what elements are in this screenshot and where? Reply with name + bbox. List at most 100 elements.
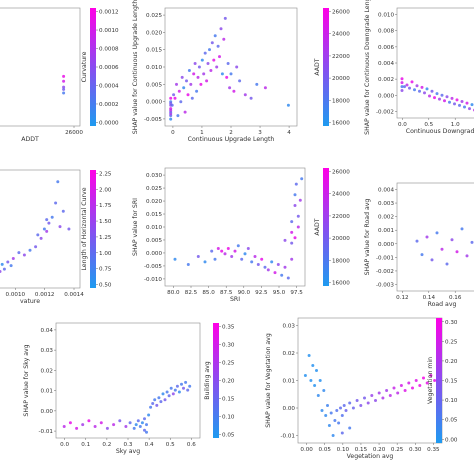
data-point [190, 96, 194, 100]
y-tick-label: 0.008 [378, 29, 394, 35]
x-tick-label: 0.10 [337, 447, 350, 453]
data-point [420, 85, 424, 89]
data-point [385, 389, 389, 392]
data-point [415, 84, 419, 88]
data-point [266, 268, 270, 272]
data-point [223, 16, 227, 20]
data-point [296, 214, 300, 218]
x-tick-label: 0.30 [409, 447, 422, 453]
data-point [294, 182, 298, 186]
data-point [468, 107, 471, 111]
y-tick-label: 0.020 [146, 30, 162, 36]
colorbar-label: AADT [314, 58, 321, 75]
data-point [67, 227, 71, 231]
data-point [195, 89, 199, 93]
data-point [344, 409, 348, 412]
y-tick-label: 0.010 [378, 13, 394, 19]
y-tick-label: 0.002 [378, 77, 394, 83]
colorbar-tick-label: 0.35 [222, 324, 235, 330]
x-tick-label: 1.0 [451, 122, 460, 128]
subplot-p6: 0.120.140.160.18-0.003-0.002-0.0010.0000… [364, 182, 474, 308]
data-point [75, 426, 79, 430]
data-point [342, 404, 346, 407]
x-axis-label: Sky avg [116, 448, 140, 455]
y-tick-label: 0.005 [146, 238, 162, 244]
data-point [68, 421, 72, 425]
data-point [180, 382, 183, 386]
data-point [435, 231, 439, 235]
data-point [374, 399, 377, 402]
data-point [400, 89, 404, 92]
data-point [203, 51, 207, 55]
data-point [45, 229, 49, 233]
y-tick-label: 0.006 [378, 45, 394, 51]
subplot-p4: 0.00080.00100.00120.0014vature2.252.001.… [0, 169, 112, 305]
colorbar-tick-label: 2.00 [99, 187, 112, 193]
x-tick-label: 0 [171, 130, 175, 136]
x-tick-label: 90.0 [238, 290, 251, 296]
x-axis-label: Road avg [428, 301, 457, 308]
data-point [45, 218, 49, 222]
x-tick-label: 0.6 [187, 442, 196, 448]
x-tick-label: 3 [258, 130, 262, 136]
data-point [324, 414, 328, 417]
data-point [165, 390, 169, 394]
data-point [62, 425, 66, 428]
data-point [463, 105, 466, 109]
data-point [283, 265, 287, 269]
data-point [196, 255, 200, 258]
data-point [17, 251, 21, 255]
colorbar-tick-label: 16000 [332, 120, 350, 126]
x-tick-label: 0.0010 [6, 292, 26, 298]
data-point [205, 79, 209, 83]
data-point [87, 419, 91, 423]
data-point [293, 236, 297, 240]
data-point [209, 69, 213, 72]
data-point [145, 430, 148, 434]
data-point [229, 72, 233, 76]
data-point [182, 386, 185, 390]
data-point [396, 391, 400, 395]
y-tick-label: 0.01 [41, 389, 54, 395]
data-point [151, 402, 155, 405]
colorbar-tick-label: 0.15 [222, 397, 235, 403]
colorbar-tick-label: 0.0012 [99, 10, 119, 16]
y-tick-label: -0.005 [144, 264, 162, 270]
data-point [128, 421, 132, 425]
data-point [62, 74, 66, 78]
x-axis-label: Continuous Downgrade [406, 128, 474, 135]
data-point [56, 180, 60, 184]
data-point [320, 409, 324, 412]
data-point [425, 381, 429, 385]
data-point [435, 92, 439, 96]
x-tick-label: 0.16 [449, 295, 462, 301]
data-point [167, 394, 171, 398]
data-point [405, 83, 409, 87]
x-tick-label: 0.05 [319, 447, 332, 453]
x-tick-label: 0.5 [424, 122, 433, 128]
data-point [210, 41, 214, 45]
x-tick-label: 4 [287, 130, 291, 136]
data-point [42, 227, 46, 231]
y-tick-label: 0.002 [378, 215, 394, 221]
data-point [399, 384, 403, 387]
data-point [340, 431, 344, 435]
data-point [124, 425, 128, 428]
data-point [445, 262, 449, 266]
data-point [186, 263, 190, 266]
data-point [134, 423, 138, 427]
x-tick-label: 26000 [65, 130, 83, 136]
data-point [351, 406, 355, 410]
data-point [337, 421, 341, 425]
y-tick-label: 0.025 [146, 186, 162, 192]
plot-frame [0, 169, 81, 289]
x-tick-label: 0.3 [124, 442, 133, 448]
data-point [370, 394, 374, 397]
y-axis-label: SHAP value for Continuous Upgrade Length [132, 0, 139, 134]
data-point [293, 193, 297, 197]
data-point [61, 209, 65, 213]
data-point [270, 260, 274, 264]
data-point [411, 386, 414, 390]
data-point [169, 96, 173, 100]
y-axis-label: SHAP value for Vegetation avg [265, 333, 272, 428]
